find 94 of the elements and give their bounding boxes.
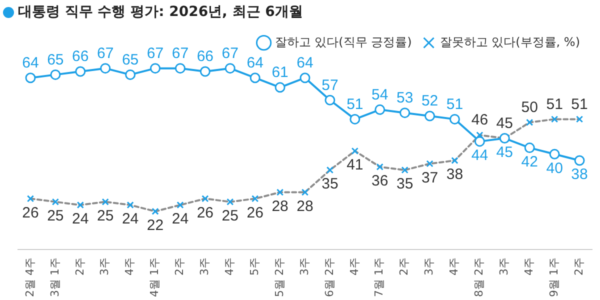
x-tick-label: 2주 — [173, 258, 186, 276]
x-tick-label: 7월 1주 — [372, 258, 386, 298]
x-tick-label: 6월 2주 — [322, 258, 336, 298]
data-label: 52 — [421, 92, 438, 110]
point — [75, 66, 86, 77]
data-label: 51 — [546, 96, 563, 113]
data-label: 24 — [72, 210, 89, 228]
data-label: 26 — [246, 204, 264, 222]
data-label: 51 — [346, 96, 364, 113]
data-label: 26 — [22, 204, 39, 222]
x-tick-label: 5월 2주 — [272, 258, 286, 298]
point — [50, 69, 61, 80]
x-tick-label: 9월 1주 — [547, 258, 560, 298]
data-label: 36 — [372, 172, 388, 190]
data-label: 67 — [172, 44, 189, 62]
point — [200, 66, 210, 77]
point — [324, 94, 336, 106]
data-label: 67 — [97, 44, 114, 62]
x-tick-label: 5주 — [248, 258, 261, 276]
x-tick-label: 4주 — [348, 258, 361, 276]
x-tick-label: 8월 2주 — [472, 258, 486, 298]
point — [25, 72, 36, 84]
point — [449, 114, 460, 124]
data-label: 45 — [496, 144, 513, 161]
x-tick-label: 3주 — [198, 258, 212, 276]
data-label: 64 — [296, 54, 314, 72]
x-tick-label: 3주 — [298, 258, 311, 276]
x-tick-label: 4주 — [123, 258, 136, 276]
data-label: 54 — [372, 86, 388, 104]
point — [274, 82, 286, 93]
data-label: 57 — [322, 76, 338, 94]
point — [224, 63, 236, 74]
data-label: 22 — [146, 217, 164, 234]
data-label: 64 — [22, 54, 39, 72]
x-tick-label: 2주 — [398, 258, 411, 276]
point — [125, 69, 136, 80]
data-label: 44 — [471, 147, 488, 164]
data-label: 40 — [546, 160, 563, 177]
data-label: 65 — [122, 51, 139, 68]
data-label: 35 — [322, 176, 338, 193]
x-tick-label: 4주 — [222, 258, 236, 276]
x-tick-label: 4월 1주 — [148, 258, 162, 298]
data-label: 66 — [72, 48, 89, 66]
point — [474, 136, 485, 147]
data-label: 38 — [446, 166, 464, 184]
x-tick-label: 2주 — [73, 258, 86, 276]
x-tick-label: 4주 — [448, 258, 461, 276]
point — [374, 104, 386, 115]
data-label: 37 — [421, 169, 438, 186]
data-label: 26 — [196, 204, 214, 222]
data-label: 35 — [396, 176, 414, 193]
data-label: 51 — [446, 96, 464, 113]
chart-title: 대통령 직무 수행 평가: 2026년, 최근 6개월 — [18, 4, 303, 20]
x-tick-label: 3주 — [98, 258, 112, 276]
data-label: 45 — [496, 114, 513, 132]
data-label: 25 — [222, 207, 238, 224]
x-tick-label: 4주 — [522, 258, 536, 276]
x-tick-label: 3월 1주 — [48, 258, 62, 298]
data-label: 51 — [571, 96, 588, 113]
point — [174, 63, 186, 74]
data-label: 53 — [396, 89, 414, 106]
data-label: 24 — [172, 210, 189, 228]
point — [300, 72, 310, 84]
x-tick-label: 3주 — [498, 258, 511, 276]
x-tick-label: 2월 4주 — [23, 258, 36, 298]
point — [250, 72, 260, 84]
x-tick-label: 2주 — [572, 258, 586, 276]
data-label: 61 — [272, 64, 288, 82]
data-label: 64 — [246, 54, 264, 72]
data-label: 41 — [346, 156, 364, 174]
data-label: 24 — [122, 210, 139, 228]
data-label: 46 — [471, 112, 488, 129]
point — [524, 142, 535, 154]
data-label: 25 — [97, 207, 114, 224]
data-label: 42 — [521, 153, 538, 170]
point — [424, 110, 436, 122]
data-label: 28 — [272, 198, 288, 215]
data-label: 67 — [222, 44, 238, 62]
legend-label: 잘못하고 있다(부정률, %) — [440, 34, 580, 49]
point — [100, 63, 111, 74]
data-label: 66 — [196, 48, 214, 66]
data-label: 67 — [146, 44, 164, 62]
data-label: 25 — [47, 207, 64, 224]
point — [549, 148, 560, 160]
x-tick-label: 3주 — [422, 258, 436, 276]
point — [350, 114, 360, 124]
data-label: 38 — [571, 166, 588, 184]
point — [150, 63, 161, 74]
point — [400, 108, 410, 118]
legend-label: 잘하고 있다(직무 긍정률) — [274, 34, 412, 49]
data-label: 50 — [521, 99, 538, 116]
data-label: 28 — [296, 198, 314, 215]
data-label: 65 — [47, 51, 64, 68]
point — [574, 155, 585, 166]
